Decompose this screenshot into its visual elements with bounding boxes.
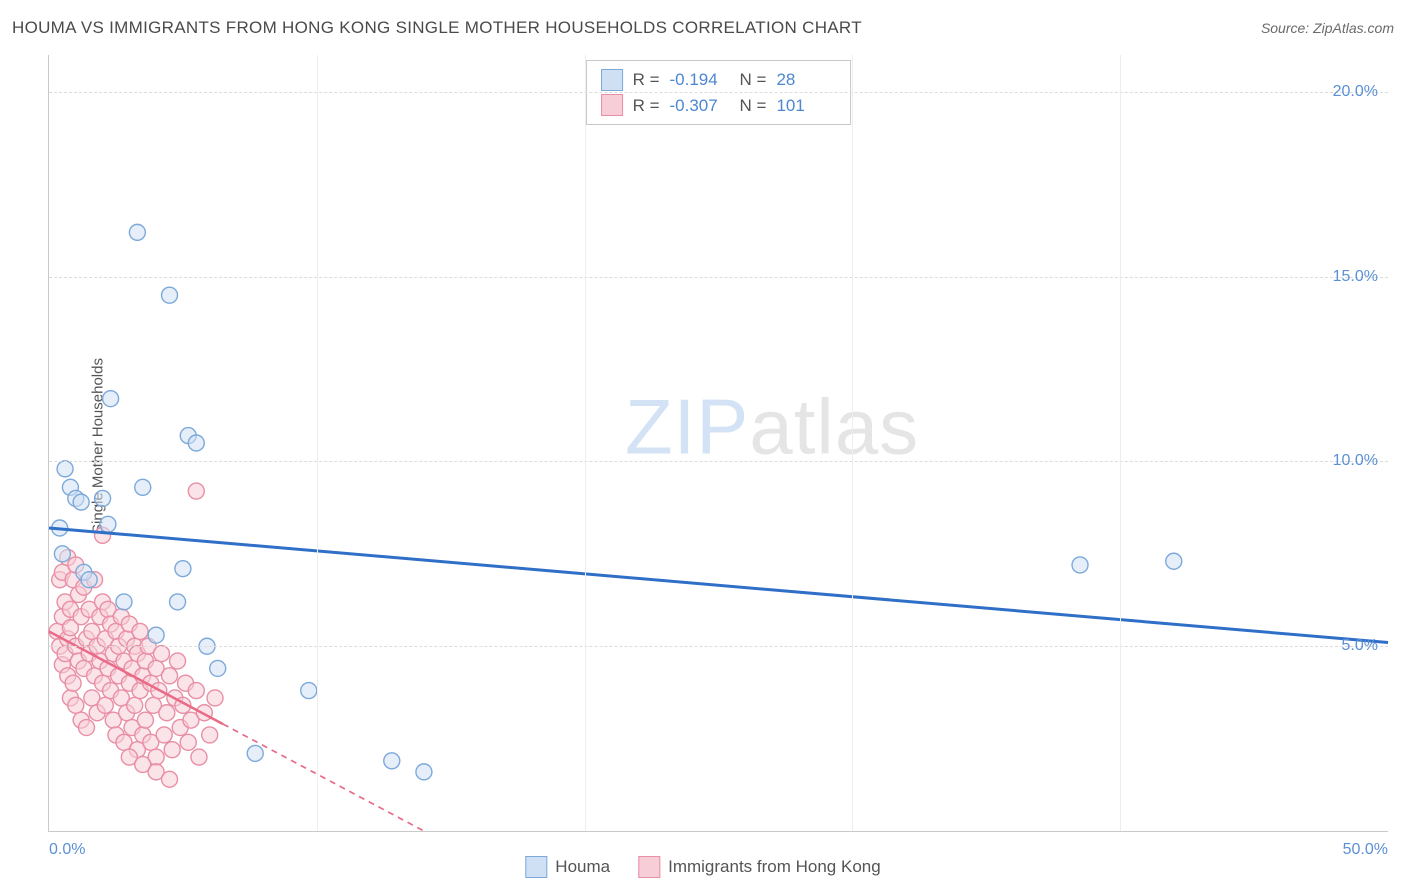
ytick-label: 20.0% bbox=[1333, 83, 1378, 101]
legend-item-hk: Immigrants from Hong Kong bbox=[638, 856, 881, 878]
data-point bbox=[164, 742, 180, 758]
data-point bbox=[129, 224, 145, 240]
trend-line-extrapolated bbox=[223, 724, 424, 831]
data-point bbox=[78, 720, 94, 736]
data-point bbox=[95, 490, 111, 506]
data-point bbox=[202, 727, 218, 743]
xtick-label: 0.0% bbox=[49, 841, 85, 859]
hgrid-line bbox=[49, 277, 1388, 278]
data-point bbox=[384, 753, 400, 769]
data-point bbox=[81, 572, 97, 588]
ytick-label: 10.0% bbox=[1333, 452, 1378, 470]
data-point bbox=[68, 697, 84, 713]
hgrid-line bbox=[49, 461, 1388, 462]
data-point bbox=[191, 749, 207, 765]
data-point bbox=[170, 653, 186, 669]
legend-swatch-houma bbox=[525, 856, 547, 878]
ytick-label: 15.0% bbox=[1333, 268, 1378, 286]
data-point bbox=[1072, 557, 1088, 573]
xtick-label: 50.0% bbox=[1343, 841, 1388, 859]
legend-label-houma: Houma bbox=[555, 857, 610, 877]
legend-swatch-hk bbox=[638, 856, 660, 878]
data-point bbox=[97, 697, 113, 713]
data-point bbox=[159, 705, 175, 721]
data-point bbox=[162, 668, 178, 684]
data-point bbox=[153, 646, 169, 662]
data-point bbox=[180, 734, 196, 750]
data-point bbox=[247, 745, 263, 761]
data-point bbox=[103, 391, 119, 407]
legend-label-hk: Immigrants from Hong Kong bbox=[668, 857, 881, 877]
data-point bbox=[162, 771, 178, 787]
ytick-label: 5.0% bbox=[1342, 637, 1378, 655]
title-bar: HOUMA VS IMMIGRANTS FROM HONG KONG SINGL… bbox=[12, 18, 1394, 38]
vgrid-line bbox=[852, 55, 853, 831]
data-point bbox=[57, 461, 73, 477]
data-point bbox=[65, 675, 81, 691]
data-point bbox=[73, 494, 89, 510]
vgrid-line bbox=[317, 55, 318, 831]
chart-title: HOUMA VS IMMIGRANTS FROM HONG KONG SINGL… bbox=[12, 18, 862, 38]
data-point bbox=[127, 697, 143, 713]
scatter-svg bbox=[49, 55, 1388, 831]
hgrid-line bbox=[49, 92, 1388, 93]
data-point bbox=[100, 516, 116, 532]
data-point bbox=[170, 594, 186, 610]
data-point bbox=[148, 627, 164, 643]
data-point bbox=[207, 690, 223, 706]
trend-line bbox=[49, 528, 1388, 643]
data-point bbox=[137, 712, 153, 728]
vgrid-line bbox=[1120, 55, 1121, 831]
data-point bbox=[175, 561, 191, 577]
data-point bbox=[416, 764, 432, 780]
data-point bbox=[162, 287, 178, 303]
hgrid-line bbox=[49, 646, 1388, 647]
data-point bbox=[1166, 553, 1182, 569]
data-point bbox=[156, 727, 172, 743]
data-point bbox=[54, 546, 70, 562]
data-point bbox=[188, 435, 204, 451]
legend-item-houma: Houma bbox=[525, 856, 610, 878]
data-point bbox=[116, 594, 132, 610]
data-point bbox=[188, 683, 204, 699]
bottom-legend: Houma Immigrants from Hong Kong bbox=[525, 856, 880, 878]
data-point bbox=[188, 483, 204, 499]
data-point bbox=[301, 683, 317, 699]
plot-area: ZIPatlas R = -0.194 N = 28 R = -0.307 N … bbox=[48, 55, 1388, 832]
data-point bbox=[210, 660, 226, 676]
vgrid-line bbox=[585, 55, 586, 831]
source-label: Source: ZipAtlas.com bbox=[1261, 20, 1394, 36]
data-point bbox=[135, 479, 151, 495]
data-point bbox=[132, 623, 148, 639]
